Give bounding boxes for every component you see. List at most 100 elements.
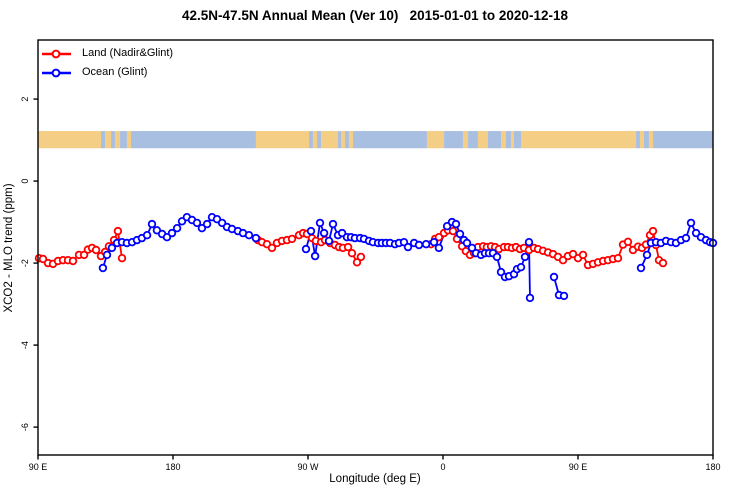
data-point [421, 239, 431, 249]
data-point [324, 236, 334, 246]
x-tick-label: 180 [165, 462, 180, 472]
x-tick-label: 180 [705, 462, 720, 472]
data-point [613, 254, 623, 263]
x-axis-title: Longitude (deg E) [329, 473, 421, 485]
data-point [352, 258, 362, 267]
geo-band-segment-water [309, 131, 313, 149]
data-point [403, 242, 413, 252]
legend-marker-land-icon [42, 49, 71, 58]
legend: Land (Nadir&Glint) Ocean (Glint) [41, 44, 173, 82]
data-point [658, 258, 668, 268]
data-point [343, 242, 353, 252]
geo-band-segment-water [111, 131, 115, 149]
data-point [202, 219, 212, 229]
geo-band-segment-land [312, 131, 317, 149]
data-point [172, 223, 182, 233]
x-tick-label: 90 E [29, 462, 48, 472]
geo-band-segment-land [38, 131, 101, 149]
geo-band-segment-water [468, 131, 478, 149]
data-point [462, 238, 472, 248]
geo-band-segment-land [510, 131, 514, 149]
geo-band-segment-land [114, 131, 121, 149]
data-point [192, 218, 202, 228]
geo-band-segment-land [321, 131, 338, 149]
data-point [197, 223, 207, 233]
geo-band-segment-land [462, 131, 469, 149]
geo-band-segment-land [126, 131, 131, 149]
data-point [455, 229, 465, 239]
geo-band-segment-water [506, 131, 511, 149]
data-point [68, 256, 78, 266]
data-point [516, 263, 526, 272]
geo-band-segment-water [120, 131, 127, 149]
y-tick-label: -6 [20, 423, 30, 431]
geo-band-segment-water [488, 131, 502, 149]
x-tick-label: 90 W [297, 462, 319, 472]
data-point [636, 263, 646, 273]
data-point [102, 250, 112, 260]
data-point [524, 237, 534, 247]
data-point [107, 243, 117, 253]
data-point [306, 226, 316, 236]
data-point [467, 243, 477, 253]
geo-band-segment-land [426, 131, 445, 149]
axis-box [37, 39, 714, 456]
data-point [549, 272, 559, 282]
geo-band-segment-land [521, 131, 637, 149]
data-point [492, 252, 502, 262]
data-point [328, 219, 338, 229]
data-point [251, 233, 261, 243]
geo-band-segment-land [477, 131, 488, 149]
y-tick-label: -2 [20, 259, 30, 267]
geo-band-segment-water [353, 131, 427, 149]
data-point [147, 219, 157, 229]
geo-band-segment-water [513, 131, 521, 149]
geo-band-segment-water [317, 131, 322, 149]
data-point [142, 230, 152, 240]
data-point [315, 218, 325, 228]
geo-band-segment-land [341, 131, 346, 149]
geo-band-segment-water [345, 131, 349, 149]
data-point [578, 250, 588, 260]
data-point [686, 218, 696, 228]
data-point [79, 250, 89, 260]
data-point [525, 293, 535, 303]
data-point [429, 237, 439, 247]
legend-label-ocean: Ocean (Glint) [82, 66, 148, 78]
y-tick-label: 0 [20, 179, 30, 184]
x-tick-label: 0 [440, 462, 445, 472]
legend-item-ocean: Ocean (Glint) [41, 63, 173, 82]
geo-band-segment-water [636, 131, 640, 149]
x-tick-label: 90 E [569, 462, 588, 472]
data-point [117, 254, 127, 263]
geo-band-segment-water [131, 131, 256, 149]
data-point [267, 243, 277, 253]
geo-band-segment-water [444, 131, 463, 149]
legend-marker-ocean-icon [42, 68, 71, 77]
data-point [648, 226, 658, 236]
geo-band-segment-land [105, 131, 112, 149]
data-point [287, 234, 297, 244]
geo-band-segment-land [348, 131, 353, 149]
data-point [414, 240, 424, 250]
chart-title: 42.5N-47.5N Annual Mean (Ver 10) 2015-01… [182, 8, 568, 23]
data-point [448, 226, 458, 236]
data-point [113, 226, 123, 236]
y-tick-label: -4 [20, 341, 30, 349]
y-tick-label: 2 [20, 97, 30, 102]
data-point [356, 252, 366, 262]
data-point [347, 248, 357, 258]
data-point [520, 252, 530, 262]
data-point [244, 230, 254, 240]
data-point [434, 243, 444, 253]
data-point [559, 291, 569, 301]
legend-label-land: Land (Nadir&Glint) [82, 47, 174, 59]
geo-band-segment-land [639, 131, 644, 149]
geo-band-segment-water [338, 131, 341, 149]
geo-band-segment-water [644, 131, 649, 149]
data-point [167, 228, 177, 238]
data-point [642, 250, 652, 260]
data-point [319, 228, 329, 238]
